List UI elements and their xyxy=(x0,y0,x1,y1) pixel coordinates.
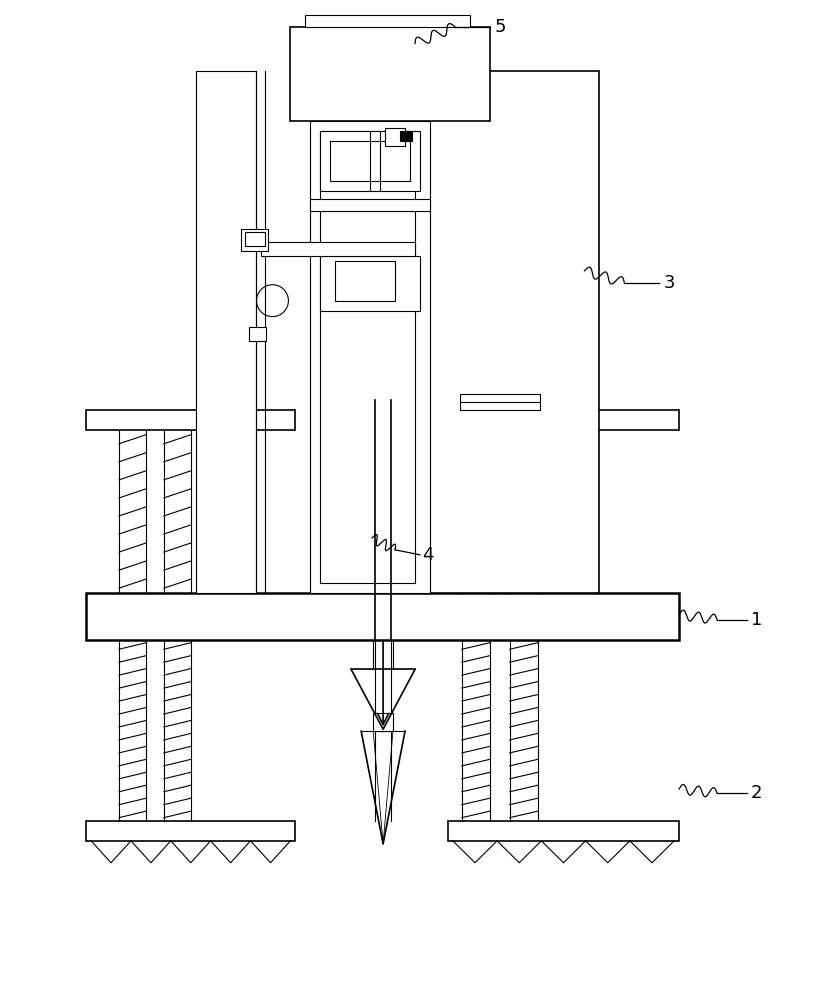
Bar xyxy=(400,131,412,141)
Bar xyxy=(320,131,415,583)
Text: 2: 2 xyxy=(751,784,762,802)
Bar xyxy=(86,593,679,640)
Bar xyxy=(310,121,430,593)
Bar xyxy=(448,821,679,841)
Text: 4: 4 xyxy=(422,546,433,564)
Bar xyxy=(241,229,268,251)
Bar xyxy=(310,199,430,211)
Bar xyxy=(261,242,415,256)
Bar xyxy=(448,410,679,430)
Bar xyxy=(320,256,420,311)
Bar xyxy=(290,27,490,121)
Text: 1: 1 xyxy=(751,611,762,629)
Bar xyxy=(248,327,266,341)
Bar xyxy=(335,261,395,301)
Bar xyxy=(385,128,405,146)
Text: 5: 5 xyxy=(495,18,507,36)
Bar xyxy=(86,821,295,841)
Text: 3: 3 xyxy=(664,274,676,292)
Bar xyxy=(373,713,393,731)
Bar xyxy=(305,15,469,27)
Bar xyxy=(320,131,420,191)
Bar xyxy=(196,71,256,593)
Bar xyxy=(86,410,295,430)
Bar xyxy=(244,232,265,246)
Bar xyxy=(330,141,410,181)
Bar xyxy=(460,394,540,410)
Bar xyxy=(330,71,600,593)
